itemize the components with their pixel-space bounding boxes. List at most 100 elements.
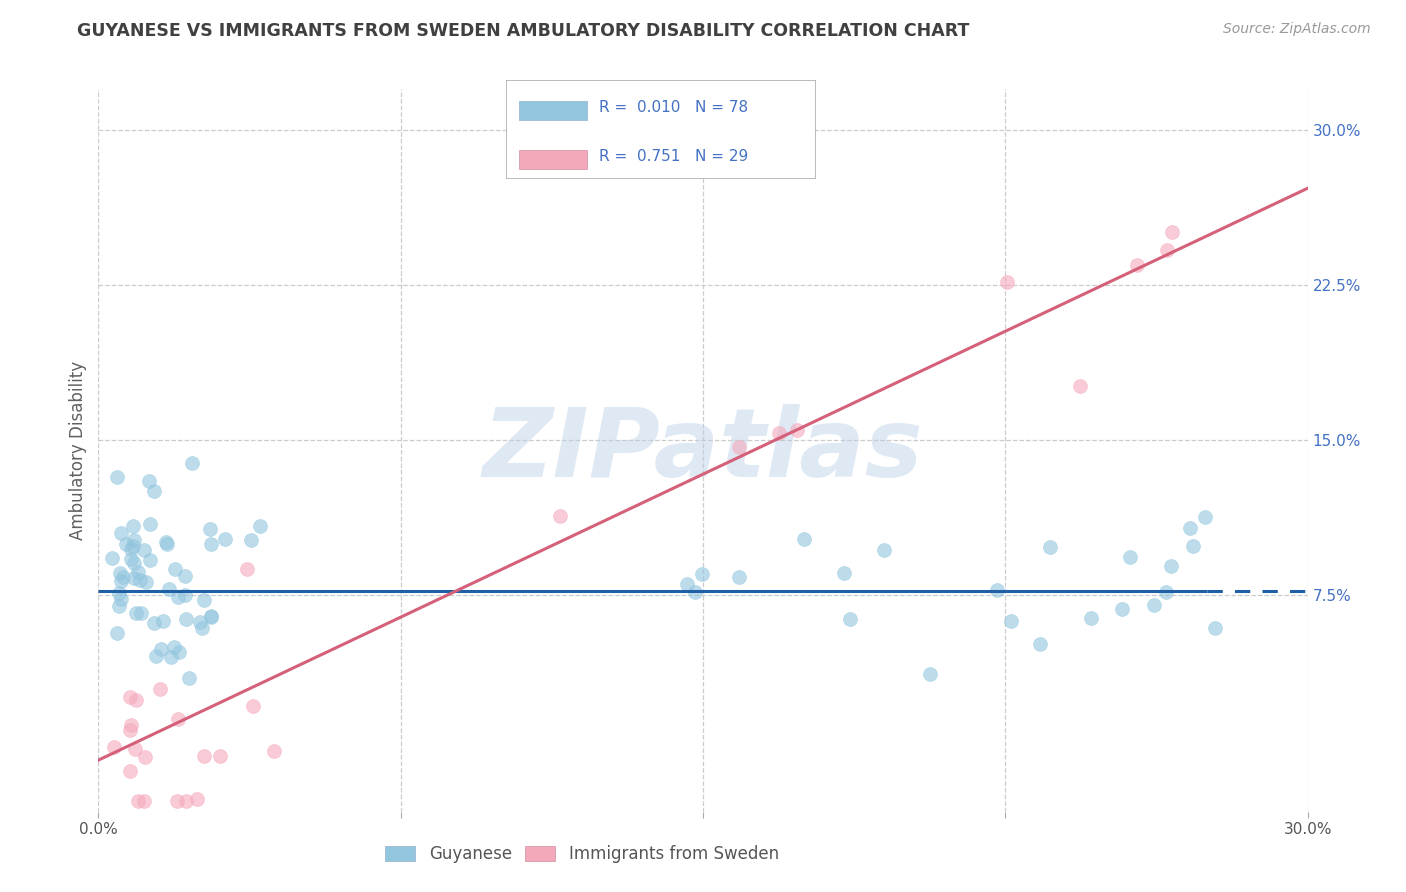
Point xyxy=(125,606,148,620)
Point xyxy=(249,519,271,533)
Point xyxy=(675,577,697,591)
Bar xyxy=(519,150,586,169)
Point xyxy=(873,542,896,557)
Point xyxy=(110,574,132,588)
Point xyxy=(127,565,149,579)
Point xyxy=(100,550,122,565)
Point xyxy=(174,794,197,808)
Text: GUYANESE VS IMMIGRANTS FROM SWEDEN AMBULATORY DISABILITY CORRELATION CHART: GUYANESE VS IMMIGRANTS FROM SWEDEN AMBUL… xyxy=(77,22,970,40)
Point xyxy=(179,671,201,685)
Point xyxy=(768,426,790,441)
Point xyxy=(120,690,142,705)
Point xyxy=(188,615,211,630)
Point xyxy=(134,794,156,808)
Point xyxy=(108,586,131,600)
Point xyxy=(200,608,222,623)
Point xyxy=(186,792,208,806)
Point xyxy=(1204,621,1226,635)
Point xyxy=(190,621,212,635)
Point xyxy=(122,539,145,553)
Point xyxy=(135,574,157,589)
Point xyxy=(1156,244,1178,258)
Point xyxy=(110,591,132,606)
Point xyxy=(1080,611,1102,625)
Point xyxy=(793,532,815,546)
Point xyxy=(124,571,146,585)
Point xyxy=(214,532,236,546)
Point xyxy=(152,614,174,628)
Point xyxy=(134,542,156,557)
Point xyxy=(166,794,188,808)
Point xyxy=(115,537,138,551)
Point xyxy=(145,648,167,663)
Point xyxy=(108,566,131,581)
Point xyxy=(149,681,172,696)
Point xyxy=(120,718,142,732)
Point xyxy=(209,748,232,763)
Point xyxy=(108,599,131,613)
Point xyxy=(690,566,713,581)
Point xyxy=(1180,521,1202,535)
Point xyxy=(157,582,180,596)
Point xyxy=(124,742,146,756)
Point xyxy=(242,698,264,713)
Text: ZIPatlas: ZIPatlas xyxy=(482,404,924,497)
Point xyxy=(122,556,145,570)
Point xyxy=(139,516,162,531)
Point xyxy=(193,748,215,763)
Point xyxy=(174,568,197,582)
Point xyxy=(122,533,145,548)
Point xyxy=(1154,585,1177,599)
Point xyxy=(728,569,751,583)
Point xyxy=(111,570,134,584)
Point xyxy=(120,764,142,778)
Point xyxy=(128,573,150,587)
Point xyxy=(832,566,855,580)
Point xyxy=(180,456,202,470)
Point xyxy=(143,616,166,631)
Point xyxy=(263,744,285,758)
Point xyxy=(107,470,129,484)
Point xyxy=(143,483,166,498)
Point xyxy=(1111,602,1133,616)
Point xyxy=(1182,539,1205,553)
Point xyxy=(200,522,222,536)
Point xyxy=(995,275,1018,289)
Point xyxy=(167,712,190,726)
Point xyxy=(1160,558,1182,573)
Point xyxy=(1039,540,1062,554)
Point xyxy=(727,440,749,454)
Point xyxy=(200,537,222,551)
Point xyxy=(138,474,160,488)
Bar xyxy=(519,101,586,120)
Point xyxy=(1161,225,1184,239)
Point xyxy=(986,582,1008,597)
Point xyxy=(236,562,259,576)
Point xyxy=(683,584,706,599)
Point xyxy=(139,553,162,567)
Text: R =  0.751   N = 29: R = 0.751 N = 29 xyxy=(599,149,748,164)
Point xyxy=(786,423,808,437)
Point xyxy=(127,794,149,808)
Y-axis label: Ambulatory Disability: Ambulatory Disability xyxy=(69,361,87,540)
Point xyxy=(129,606,152,620)
Point xyxy=(1143,598,1166,612)
Point xyxy=(1069,378,1091,392)
Text: Source: ZipAtlas.com: Source: ZipAtlas.com xyxy=(1223,22,1371,37)
Legend: Guyanese, Immigrants from Sweden: Guyanese, Immigrants from Sweden xyxy=(381,840,783,869)
Point xyxy=(239,533,262,548)
Point xyxy=(120,542,142,557)
Point xyxy=(166,591,188,605)
Point xyxy=(839,612,862,626)
Text: R =  0.010   N = 78: R = 0.010 N = 78 xyxy=(599,100,748,115)
Point xyxy=(134,749,156,764)
Point xyxy=(920,666,942,681)
Point xyxy=(149,642,172,657)
Point xyxy=(110,526,132,541)
Point xyxy=(105,625,128,640)
Point xyxy=(200,610,222,624)
Point xyxy=(1029,637,1052,651)
Point xyxy=(174,612,197,626)
Point xyxy=(550,509,572,524)
Point xyxy=(160,649,183,664)
